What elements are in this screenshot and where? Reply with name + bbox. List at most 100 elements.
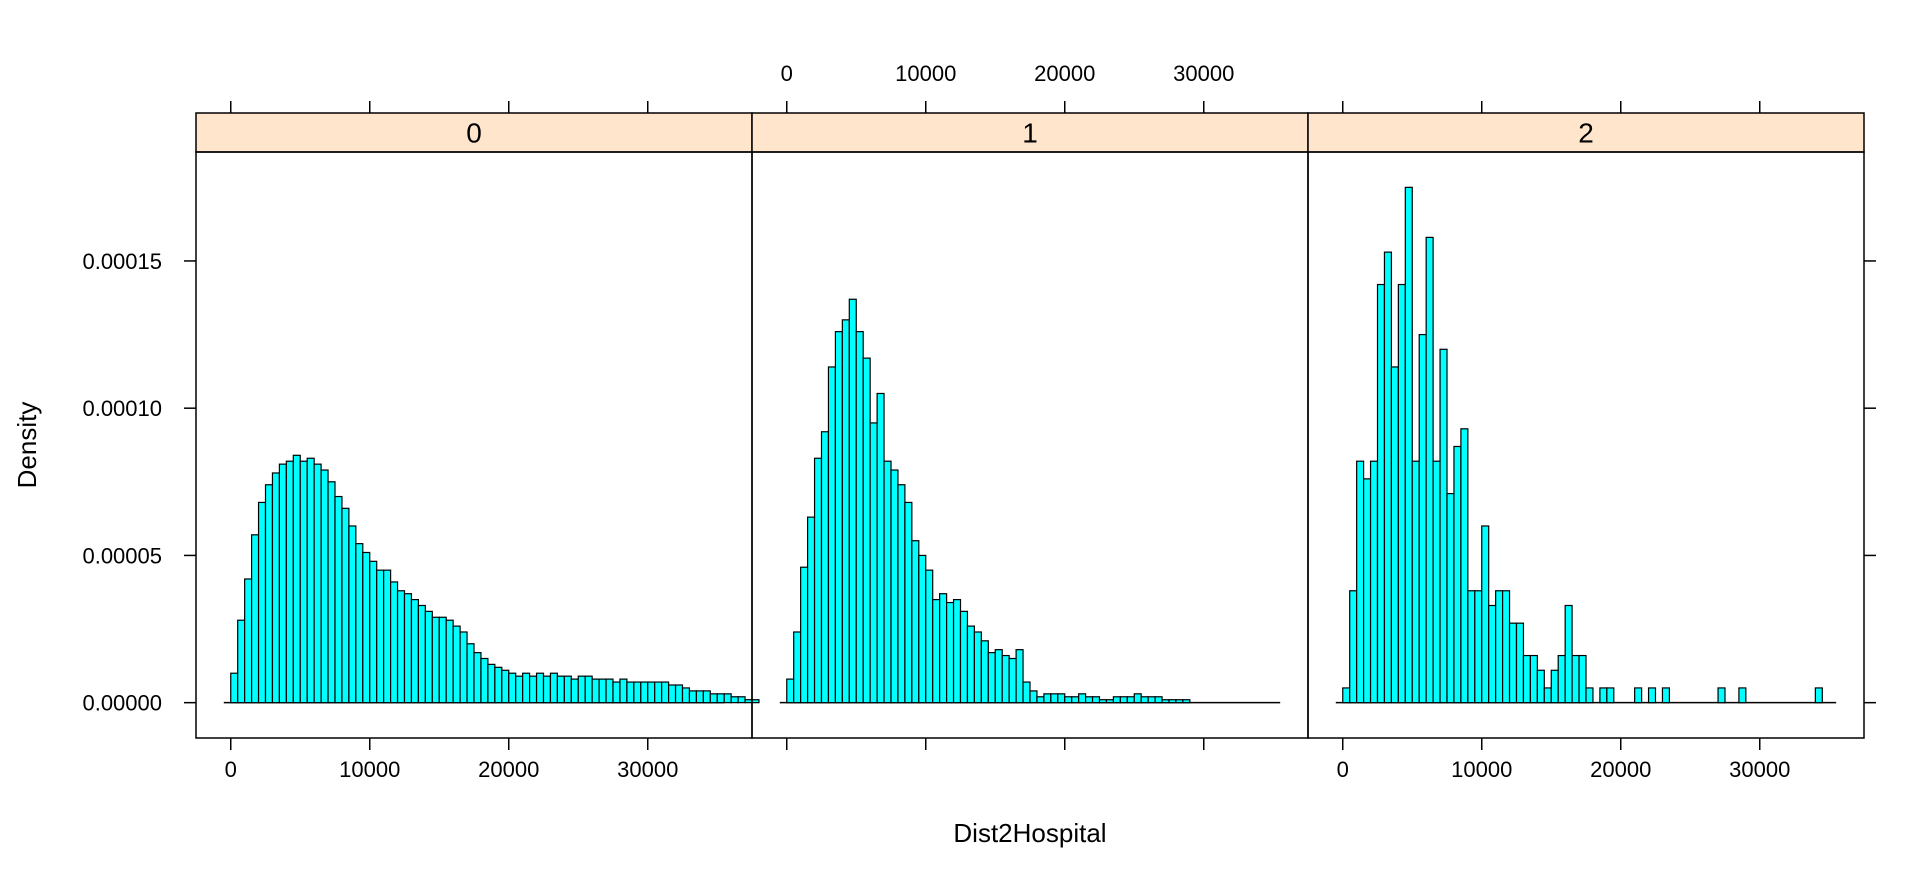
bar [1161, 699, 1170, 704]
bar [1168, 699, 1177, 704]
bar [403, 593, 413, 704]
bar [1571, 654, 1580, 704]
bar [431, 616, 440, 704]
y-axis-title: Density [12, 402, 42, 489]
bar [661, 681, 670, 704]
y-tick-label: 0.00005 [82, 543, 162, 568]
x-tick-label-top: 0 [781, 61, 793, 86]
bar [1091, 696, 1101, 704]
bar [1634, 687, 1643, 704]
bar [306, 457, 315, 704]
bar [980, 640, 989, 704]
x-axis-title: Dist2Hospital [953, 818, 1106, 848]
bar [535, 672, 545, 704]
bar [1474, 590, 1483, 704]
bar [445, 619, 454, 704]
bar [1071, 696, 1080, 704]
bar [1564, 604, 1573, 704]
bar [1432, 460, 1441, 704]
bar [1084, 696, 1094, 704]
bar [1119, 696, 1128, 704]
bar [292, 454, 301, 704]
bar [528, 675, 538, 704]
bar [1446, 492, 1455, 704]
strip-0 [195, 112, 753, 153]
bar [751, 699, 760, 704]
bar [473, 652, 482, 704]
bar [820, 431, 830, 704]
x-tick-label: 0 [1337, 757, 1349, 782]
bar [626, 681, 635, 704]
bar [313, 463, 322, 704]
bar [876, 392, 885, 704]
bar [230, 672, 239, 704]
bar [480, 657, 489, 704]
bar [237, 619, 246, 704]
bar [793, 631, 802, 704]
bar [730, 696, 739, 704]
bar [855, 331, 864, 704]
bar [1342, 687, 1351, 704]
bar [800, 566, 809, 704]
bar [716, 693, 725, 704]
bar [1376, 283, 1386, 704]
bar [1411, 460, 1420, 704]
bar [1356, 460, 1365, 704]
bar [549, 672, 559, 704]
bar [1439, 348, 1448, 704]
bar [390, 581, 399, 704]
bar [939, 593, 948, 704]
bar [1501, 590, 1511, 704]
bar [598, 678, 607, 704]
strip-label-0: 0 [466, 118, 482, 149]
bar [299, 460, 308, 704]
bar [883, 460, 892, 704]
bar [1550, 669, 1559, 704]
bar [501, 669, 510, 704]
bar [1661, 687, 1670, 704]
bar [591, 678, 600, 704]
bar [438, 616, 447, 704]
bar [1738, 687, 1747, 704]
bar [563, 675, 572, 704]
bar [1578, 654, 1587, 704]
bar [1557, 654, 1566, 704]
bar [709, 693, 718, 704]
x-tick-label: 30000 [1729, 757, 1790, 782]
bar [841, 319, 850, 704]
bar [577, 675, 586, 704]
bar [702, 690, 711, 704]
bar [508, 672, 517, 704]
bar [862, 357, 871, 704]
x-tick-label-top: 20000 [1034, 61, 1095, 86]
bar [466, 643, 475, 704]
bar [369, 560, 378, 704]
bar [1182, 699, 1191, 704]
bar [987, 652, 996, 704]
bar [452, 625, 461, 704]
bar [744, 699, 753, 704]
bar [932, 598, 941, 704]
bar [619, 678, 628, 704]
x-tick-label: 0 [225, 757, 237, 782]
bar [1453, 445, 1462, 704]
bar [612, 681, 621, 704]
panel-border-2 [1307, 151, 1865, 739]
bar [1369, 460, 1379, 704]
bar [806, 516, 816, 704]
bar [688, 690, 698, 704]
bar [633, 681, 642, 704]
bar [681, 687, 691, 704]
bar [515, 675, 524, 704]
bar [1133, 693, 1142, 704]
x-tick-label-top: 10000 [895, 61, 956, 86]
bar [1057, 693, 1066, 704]
bar [925, 569, 934, 704]
x-tick-label: 30000 [617, 757, 678, 782]
bar [737, 696, 746, 704]
bar [1078, 693, 1087, 704]
y-tick-label: 0.00010 [82, 396, 162, 421]
y-tick-label: 0.00015 [82, 249, 162, 274]
bar [271, 472, 281, 704]
